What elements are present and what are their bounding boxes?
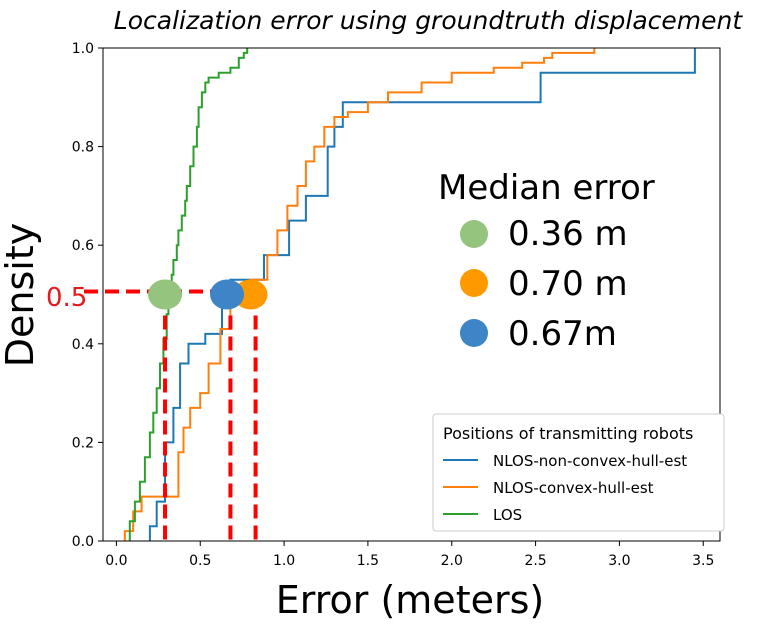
x-tick-label: 1.0: [273, 553, 295, 569]
median-marker: [210, 279, 245, 310]
x-tick-label: 2.5: [524, 553, 546, 569]
legend-label-convex: NLOS-convex-hull-est: [493, 479, 654, 497]
x-tick-label: 2.0: [441, 553, 463, 569]
y-tick-label: 0.4: [72, 337, 94, 353]
y-tick-label: 0.0: [72, 534, 94, 550]
y-tick-label: 0.8: [72, 140, 94, 156]
level-0-5-label: 0.5: [46, 283, 87, 313]
plot-series: [123, 48, 696, 541]
median-error-title: Median error: [438, 168, 655, 208]
y-axis-ticks: 0.0 0.2 0.4 0.6 0.8 1.0: [72, 41, 103, 550]
median-value-non-convex: 0.67m: [508, 314, 617, 354]
x-axis-ticks: 0.0 0.5 1.0 1.5 2.0 2.5 3.0 3.5: [105, 541, 714, 569]
plot-frame: [102, 47, 721, 542]
median-dashed-lines: [84, 289, 258, 541]
median-legend-marker-non-convex: [460, 319, 488, 347]
x-tick-label: 0.5: [189, 553, 211, 569]
legend-label-los: LOS: [493, 506, 522, 524]
median-marker: [233, 279, 268, 310]
y-axis-label: Density: [0, 223, 42, 367]
series-line-los: [128, 48, 249, 541]
legend-title: Positions of transmitting robots: [443, 424, 693, 443]
chart-title: Localization error using groundtruth dis…: [114, 6, 744, 35]
legend-label-non-convex: NLOS-non-convex-hull-est: [493, 452, 687, 470]
x-tick-label: 0.0: [105, 553, 127, 569]
series-line-nlos-non-convex-hull-est: [148, 48, 696, 541]
median-marker: [148, 279, 183, 310]
legend: Positions of transmitting robots NLOS-no…: [432, 413, 725, 532]
x-axis-label: Error (meters): [276, 578, 544, 622]
median-markers: [148, 279, 268, 310]
y-tick-label: 0.2: [72, 435, 94, 451]
y-tick-label: 1.0: [72, 41, 94, 57]
median-legend-marker-los: [460, 220, 488, 248]
median-value-los: 0.36 m: [508, 214, 628, 254]
y-tick-label: 0.6: [72, 238, 94, 254]
series-line-nlos-convex-hull-est: [123, 48, 596, 541]
median-value-convex: 0.70 m: [508, 264, 628, 304]
legend-box: [432, 413, 725, 532]
x-tick-label: 1.5: [357, 553, 379, 569]
x-tick-label: 3.0: [608, 553, 630, 569]
median-legend-marker-convex: [460, 269, 488, 297]
x-tick-label: 3.5: [692, 553, 714, 569]
